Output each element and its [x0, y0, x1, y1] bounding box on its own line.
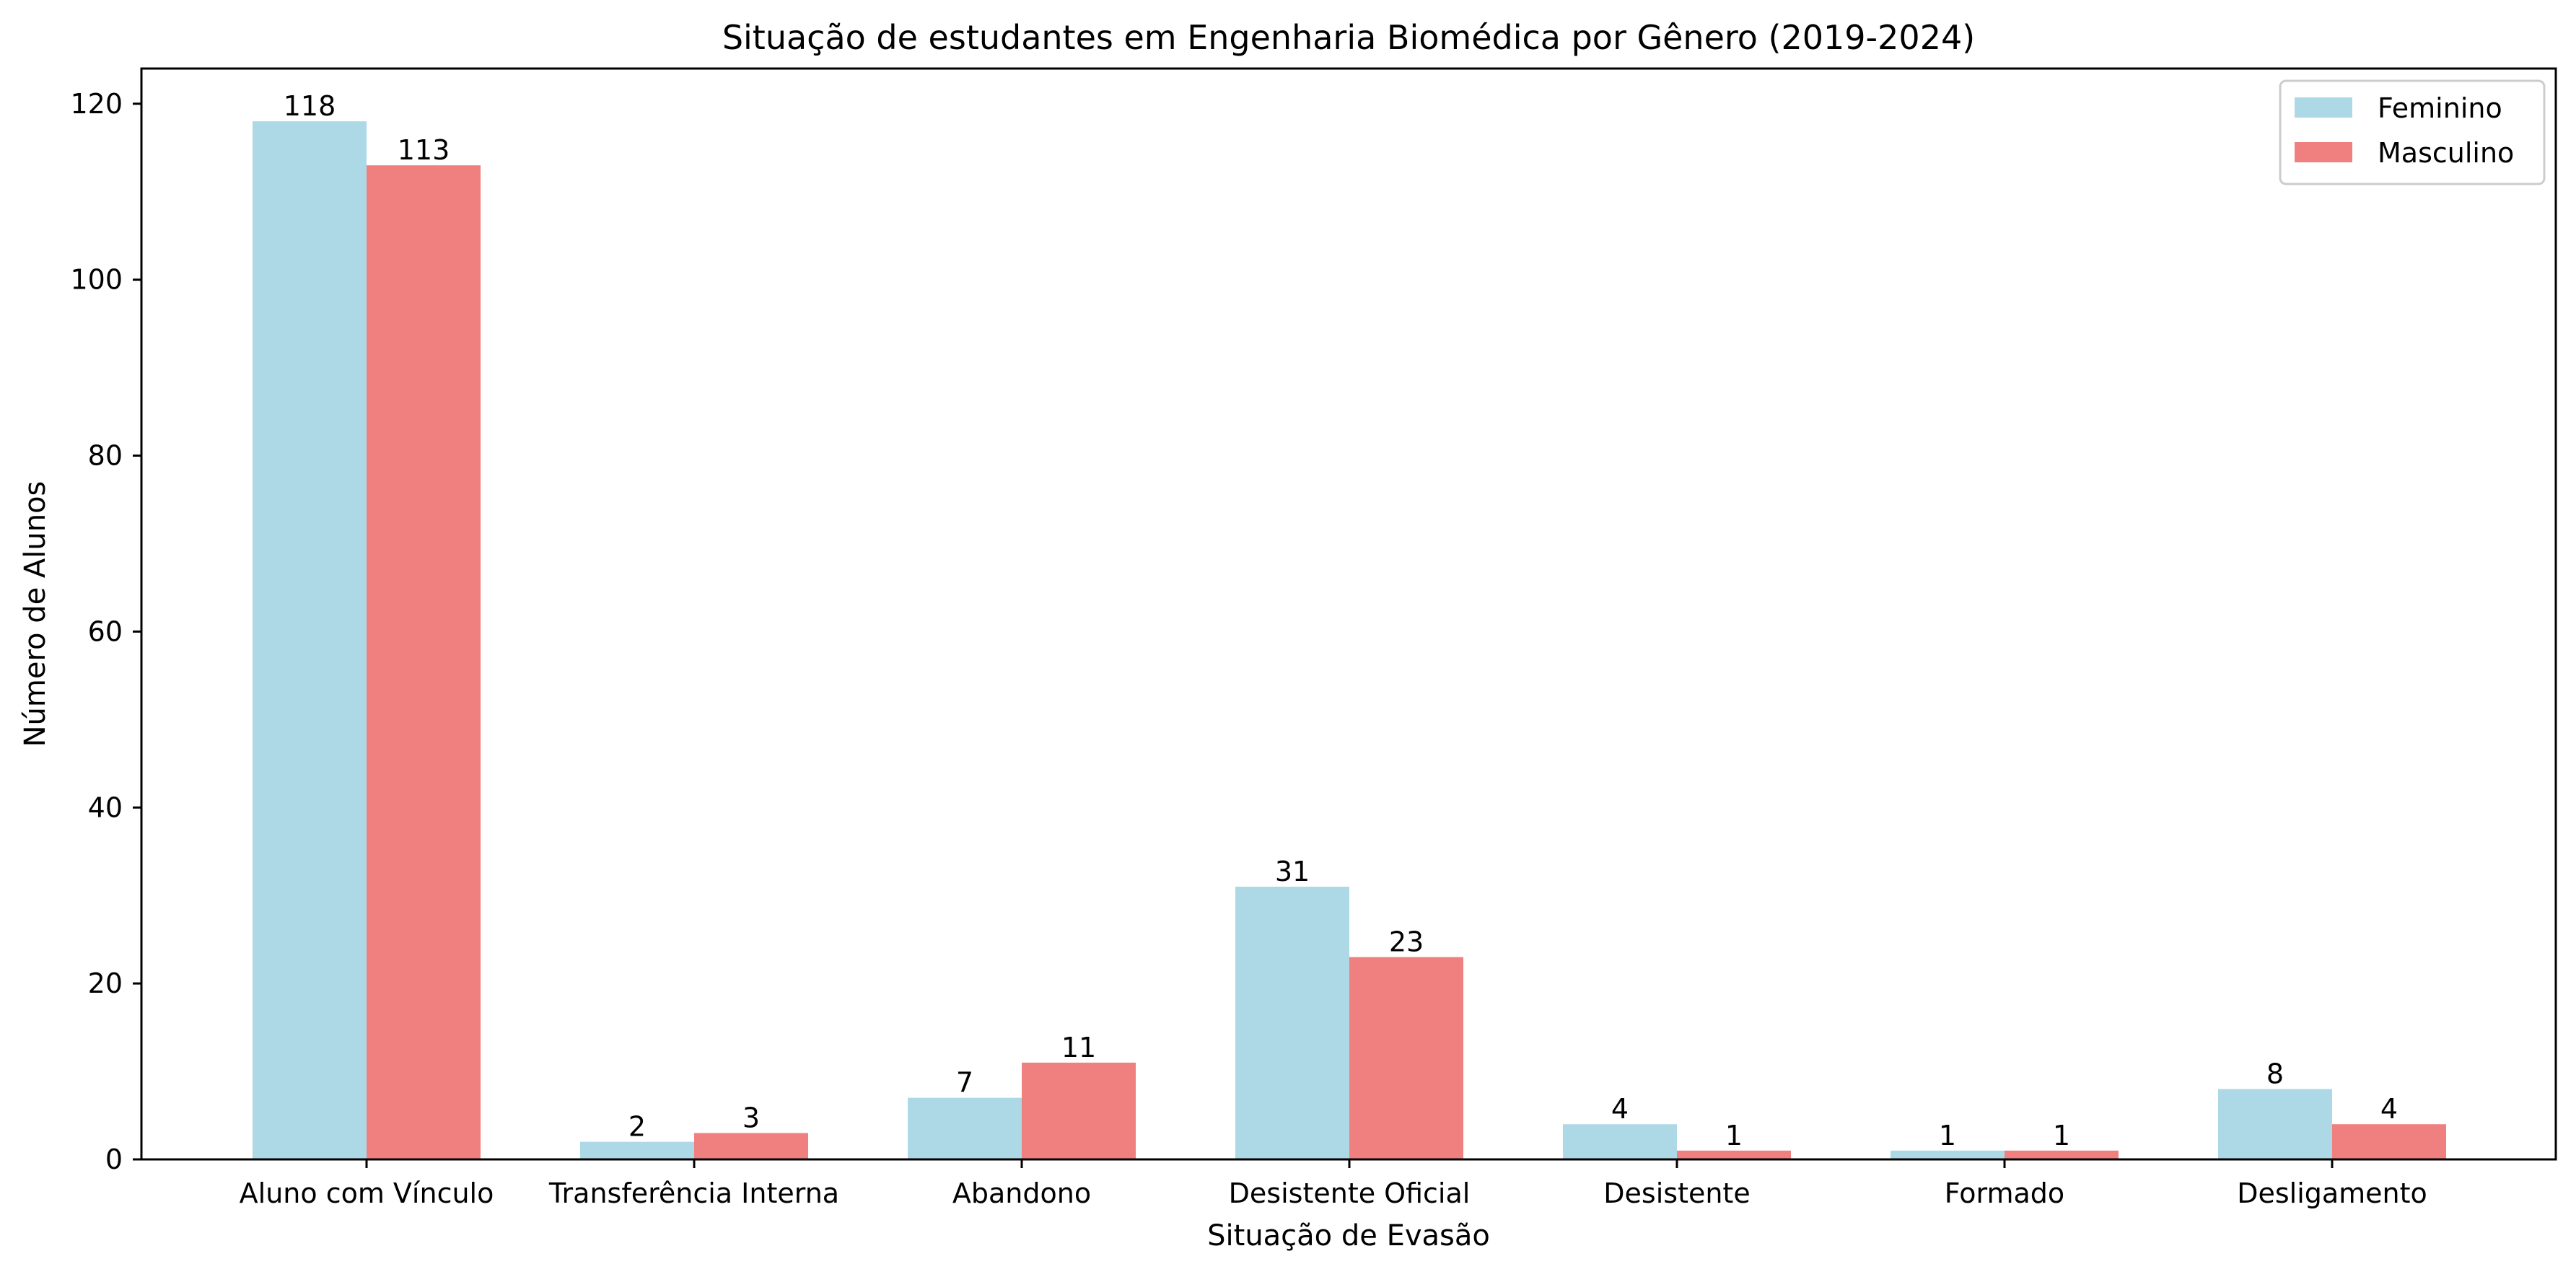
- y-tick-label: 0: [105, 1144, 123, 1175]
- bar-masculino-desistente-oficial: [1349, 957, 1463, 1159]
- bar-masculino-desistente: [1677, 1150, 1791, 1159]
- x-axis-label: Situação de Evasão: [1207, 1219, 1490, 1252]
- x-tick-label-desistente-oficial: Desistente Oficial: [1229, 1177, 1471, 1209]
- y-tick-label: 60: [88, 615, 123, 647]
- legend-swatch-masculino: [2295, 142, 2352, 162]
- x-tick-label-desligamento: Desligamento: [2237, 1177, 2427, 1209]
- y-tick-label: 80: [88, 440, 123, 472]
- data-label-feminino-transferencia-interna: 2: [628, 1111, 646, 1143]
- data-label-masculino-aluno-com-vinculo: 113: [398, 134, 450, 166]
- x-tick-label-transferencia-interna: Transferência Interna: [548, 1177, 839, 1209]
- data-label-masculino-transferencia-interna: 3: [742, 1102, 760, 1133]
- y-tick-label: 120: [70, 88, 123, 120]
- bar-feminino-abandono: [908, 1097, 1022, 1159]
- data-label-masculino-formado: 1: [2053, 1120, 2070, 1151]
- data-label-masculino-abandono: 11: [1061, 1032, 1096, 1063]
- x-tick-label-formado: Formado: [1945, 1177, 2064, 1209]
- data-label-masculino-desistente-oficial: 23: [1389, 926, 1424, 958]
- y-axis: 0 20 40 60 80 100 120: [70, 88, 141, 1175]
- legend-label-masculino: Masculino: [2378, 137, 2514, 169]
- bar-masculino-desligamento: [2332, 1124, 2446, 1159]
- bar-feminino-desistente: [1563, 1124, 1677, 1159]
- legend-label-feminino: Feminino: [2378, 92, 2502, 124]
- bar-feminino-desistente-oficial: [1235, 887, 1349, 1159]
- x-tick-label-abandono: Abandono: [952, 1177, 1091, 1209]
- bar-feminino-desligamento: [2218, 1089, 2332, 1159]
- bar-masculino-abandono: [1022, 1062, 1136, 1159]
- legend-swatch-feminino: [2295, 97, 2352, 118]
- bar-masculino-formado: [2005, 1150, 2119, 1159]
- y-tick-label: 100: [70, 264, 123, 296]
- data-label-feminino-desligamento: 8: [2266, 1058, 2284, 1089]
- y-axis-label: Número de Alunos: [19, 481, 52, 747]
- chart-title: Situação de estudantes em Engenharia Bio…: [722, 18, 1975, 57]
- y-tick-label: 20: [88, 967, 123, 999]
- data-label-feminino-abandono: 7: [956, 1067, 973, 1099]
- data-label-feminino-desistente: 4: [1611, 1093, 1629, 1125]
- bar-masculino-aluno-com-vinculo: [367, 165, 481, 1159]
- x-tick-label-aluno-com-vinculo: Aluno com Vínculo: [240, 1177, 494, 1209]
- data-label-masculino-desistente: 1: [1725, 1120, 1743, 1151]
- bar-feminino-formado: [1891, 1150, 2005, 1159]
- bar-feminino-transferencia-interna: [580, 1141, 694, 1159]
- y-tick-label: 40: [88, 791, 123, 823]
- data-label-feminino-aluno-com-vinculo: 118: [284, 90, 336, 122]
- x-tick-label-desistente: Desistente: [1603, 1177, 1750, 1209]
- data-label-masculino-desligamento: 4: [2380, 1093, 2398, 1125]
- data-label-feminino-formado: 1: [1939, 1120, 1956, 1151]
- legend: Feminino Masculino: [2279, 79, 2546, 185]
- bars-layer: [253, 121, 2446, 1160]
- bar-feminino-aluno-com-vinculo: [253, 121, 367, 1160]
- bar-masculino-transferencia-interna: [694, 1133, 808, 1159]
- x-axis: Aluno com Vínculo Transferência Interna Ab…: [240, 1159, 2427, 1209]
- data-label-feminino-desistente-oficial: 31: [1275, 856, 1310, 887]
